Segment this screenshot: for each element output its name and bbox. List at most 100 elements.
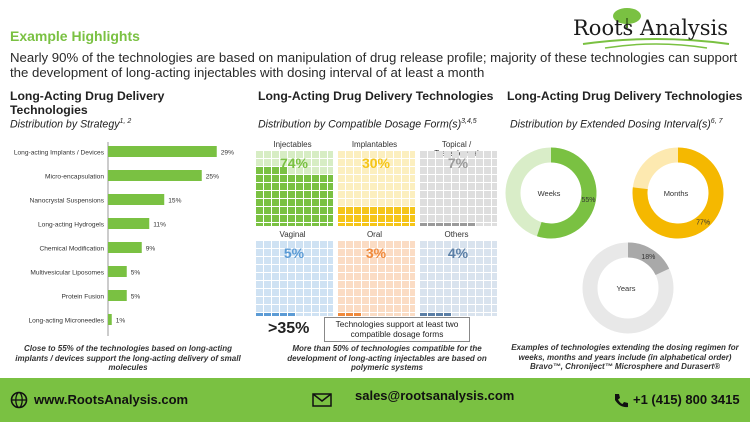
phone-number[interactable]: +1 (415) 800 3415 [633,392,740,407]
waffle-cell [362,289,369,296]
waffle-cell [378,159,385,166]
waffle-cell [492,191,497,198]
waffle-cell [264,305,271,312]
waffle-cell [428,305,435,312]
email-link[interactable]: sales@rootsanalysis.com [355,388,515,403]
bar-category-label: Multivesicular Liposomes [30,270,104,277]
waffle-cell [370,159,377,166]
waffle-cell-filled [436,313,443,316]
waffle-cell [484,223,491,226]
waffle-cell [428,175,435,182]
waffle-cell [394,313,401,316]
waffle-cell [320,151,327,158]
waffle-cell [428,249,435,256]
waffle-cell [354,159,361,166]
waffle-cell [312,159,319,166]
waffle-cell [452,297,459,304]
waffle-cell [452,159,459,166]
waffle-cell [436,305,443,312]
waffle-cell-filled [346,207,353,214]
waffle-cell [320,241,327,248]
waffle-cell [296,313,303,316]
waffle-cell [346,265,353,272]
waffle-cell [304,241,311,248]
bar [108,242,142,253]
waffle-cell [264,257,271,264]
waffle-cell [346,281,353,288]
waffle-cell-filled [296,223,303,226]
waffle-cell [444,265,451,272]
waffle-cell [338,273,345,280]
waffle-category-label: Oral [366,230,383,239]
waffle-cell [370,183,377,190]
waffle-cell [256,151,263,158]
waffle-cell [328,273,333,280]
waffle-cell-filled [362,207,369,214]
waffle-cell [452,207,459,214]
waffle-cell-filled [264,207,271,214]
waffle-cell [444,297,451,304]
waffle-cell-filled [296,207,303,214]
waffle-cell-filled [346,215,353,222]
waffle-cell [296,265,303,272]
waffle-cell [346,249,353,256]
waffle-cell [420,257,427,264]
waffle-cell [484,297,491,304]
waffle-cell [428,199,435,206]
waffle-cell [394,183,401,190]
waffle-cell-filled [280,175,287,182]
tree-logo-icon [582,8,730,49]
waffle-cell [264,297,271,304]
waffle-cell [304,297,311,304]
waffle-cell [296,257,303,264]
waffle-cell [378,265,385,272]
waffle-cell [420,183,427,190]
waffle-cell-filled [320,191,327,198]
waffle-cell [354,241,361,248]
waffle-cell [492,167,497,174]
waffle-cell [288,151,295,158]
waffle-cell-filled [346,223,353,226]
waffle-cell [460,159,467,166]
waffle-cell [312,151,319,158]
waffle-cell [452,167,459,174]
waffle-cell [288,305,295,312]
waffle-cell [484,273,491,280]
waffle-cell [436,207,443,214]
waffle-cell [460,265,467,272]
waffle-cell-filled [304,199,311,206]
waffle-cell [468,257,475,264]
waffle-cell-filled [402,207,409,214]
waffle-cell [460,175,467,182]
waffle-cell [328,281,333,288]
waffle-cell [460,273,467,280]
waffle-cell-filled [312,199,319,206]
strategy-caption: Close to 55% of the technologies based o… [15,344,241,372]
waffle-cell [320,273,327,280]
waffle-cell [256,297,263,304]
waffle-cell [444,191,451,198]
waffle-cell [346,183,353,190]
waffle-cell [468,281,475,288]
website-link[interactable]: www.RootsAnalysis.com [34,392,189,407]
waffle-cell [402,265,409,272]
waffle-cell [386,313,393,316]
waffle-cell [420,151,427,158]
waffle-cell-filled [410,215,415,222]
bar [108,314,112,325]
waffle-cell [280,281,287,288]
waffle-cell-filled [264,199,271,206]
waffle-cell [402,199,409,206]
waffle-cell [328,249,333,256]
waffle-cell [452,199,459,206]
waffle-cell [420,167,427,174]
waffle-cell [468,249,475,256]
waffle-cell [338,167,345,174]
waffle-cell-filled [338,313,345,316]
waffle-cell [346,289,353,296]
waffle-cell [428,159,435,166]
waffle-cell [452,273,459,280]
waffle-cell [476,297,483,304]
bar-value-label: 29% [221,150,234,157]
waffle-cell [304,257,311,264]
